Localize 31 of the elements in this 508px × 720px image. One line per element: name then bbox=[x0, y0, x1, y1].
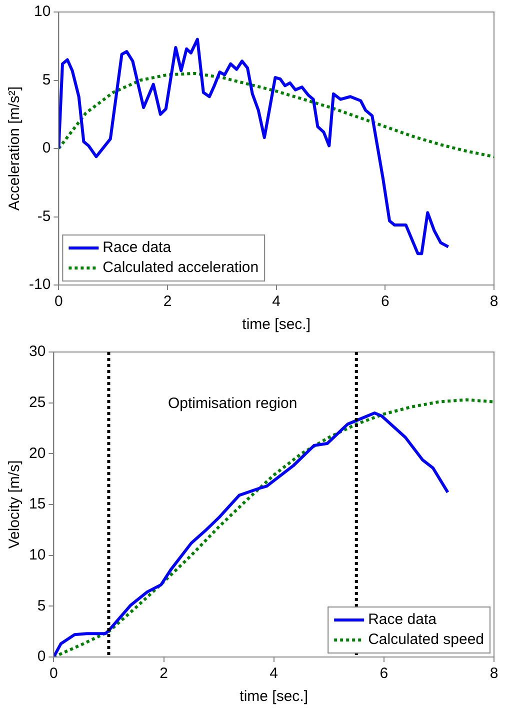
x-tick-label: 0 bbox=[54, 293, 63, 310]
y-tick-label: -5 bbox=[37, 208, 51, 225]
y-tick-label: 25 bbox=[28, 394, 46, 411]
y-axis-title: Velocity [m/s] bbox=[6, 460, 24, 549]
legend-label: Calculated speed bbox=[368, 631, 484, 648]
legend-label: Calculated acceleration bbox=[102, 259, 259, 276]
y-tick-label: 5 bbox=[37, 597, 46, 614]
y-tick-label: 0 bbox=[37, 648, 46, 666]
legend-label: Race data bbox=[102, 239, 172, 256]
y-axis-title: Acceleration [m/s²] bbox=[6, 86, 24, 211]
annotation: Optimisation region bbox=[168, 394, 298, 412]
x-tick-label: 6 bbox=[381, 293, 390, 310]
y-tick-label: 15 bbox=[28, 496, 46, 513]
y-tick-label: 20 bbox=[28, 444, 46, 462]
x-axis-title: time [sec.] bbox=[242, 316, 311, 334]
y-tick-label: 10 bbox=[28, 546, 46, 564]
x-tick-label: 4 bbox=[272, 293, 281, 310]
y-tick-label: 10 bbox=[34, 3, 51, 20]
x-tick-label: 4 bbox=[270, 665, 278, 682]
y-tick-label: 30 bbox=[28, 343, 46, 360]
x-tick-label: 2 bbox=[163, 293, 172, 310]
y-tick-label: 5 bbox=[42, 71, 51, 88]
y-tick-label: -10 bbox=[28, 276, 51, 294]
line-series bbox=[58, 72, 494, 158]
y-tick-label: 0 bbox=[42, 140, 51, 157]
x-axis-title: time [sec.] bbox=[240, 688, 308, 706]
x-tick-label: 2 bbox=[160, 665, 168, 682]
x-tick-label: 8 bbox=[490, 293, 498, 310]
legend-label: Race data bbox=[368, 611, 438, 628]
x-tick-label: 6 bbox=[380, 665, 388, 682]
x-tick-label: 8 bbox=[490, 665, 498, 682]
